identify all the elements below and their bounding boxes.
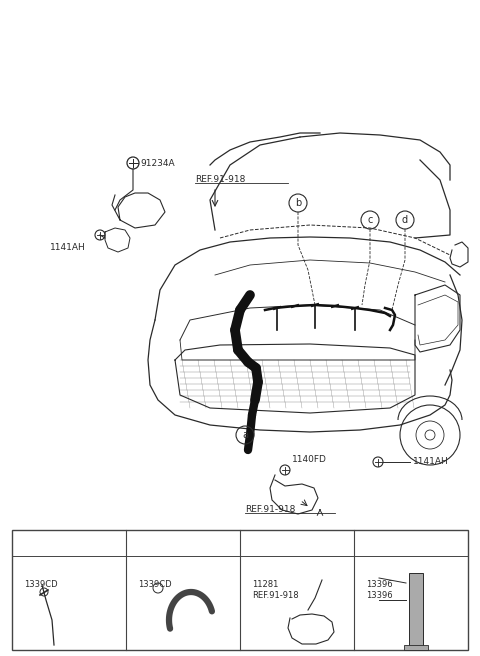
Bar	[404, 645, 428, 650]
Text: 13396
13396: 13396 13396	[366, 580, 393, 600]
Text: 1339CD: 1339CD	[24, 580, 58, 589]
Text: c: c	[252, 539, 256, 548]
Bar	[12, 530, 468, 650]
Text: d: d	[402, 215, 408, 225]
Text: 1141AH: 1141AH	[50, 243, 86, 253]
Text: a: a	[242, 430, 248, 440]
Text: d: d	[365, 539, 371, 548]
Text: b: b	[137, 539, 143, 548]
Text: 91234A: 91234A	[140, 159, 175, 167]
Text: REF.91-918: REF.91-918	[195, 176, 245, 184]
Text: REF.91-918: REF.91-918	[245, 506, 295, 514]
Text: 1140FD: 1140FD	[292, 455, 327, 464]
Text: c: c	[367, 215, 372, 225]
Text: 1141AH: 1141AH	[413, 457, 449, 466]
Text: 1339CD: 1339CD	[138, 580, 172, 589]
Text: b: b	[295, 198, 301, 208]
Bar	[409, 573, 423, 648]
Text: a: a	[23, 539, 29, 548]
Text: 11281
REF.91-918: 11281 REF.91-918	[252, 580, 299, 600]
